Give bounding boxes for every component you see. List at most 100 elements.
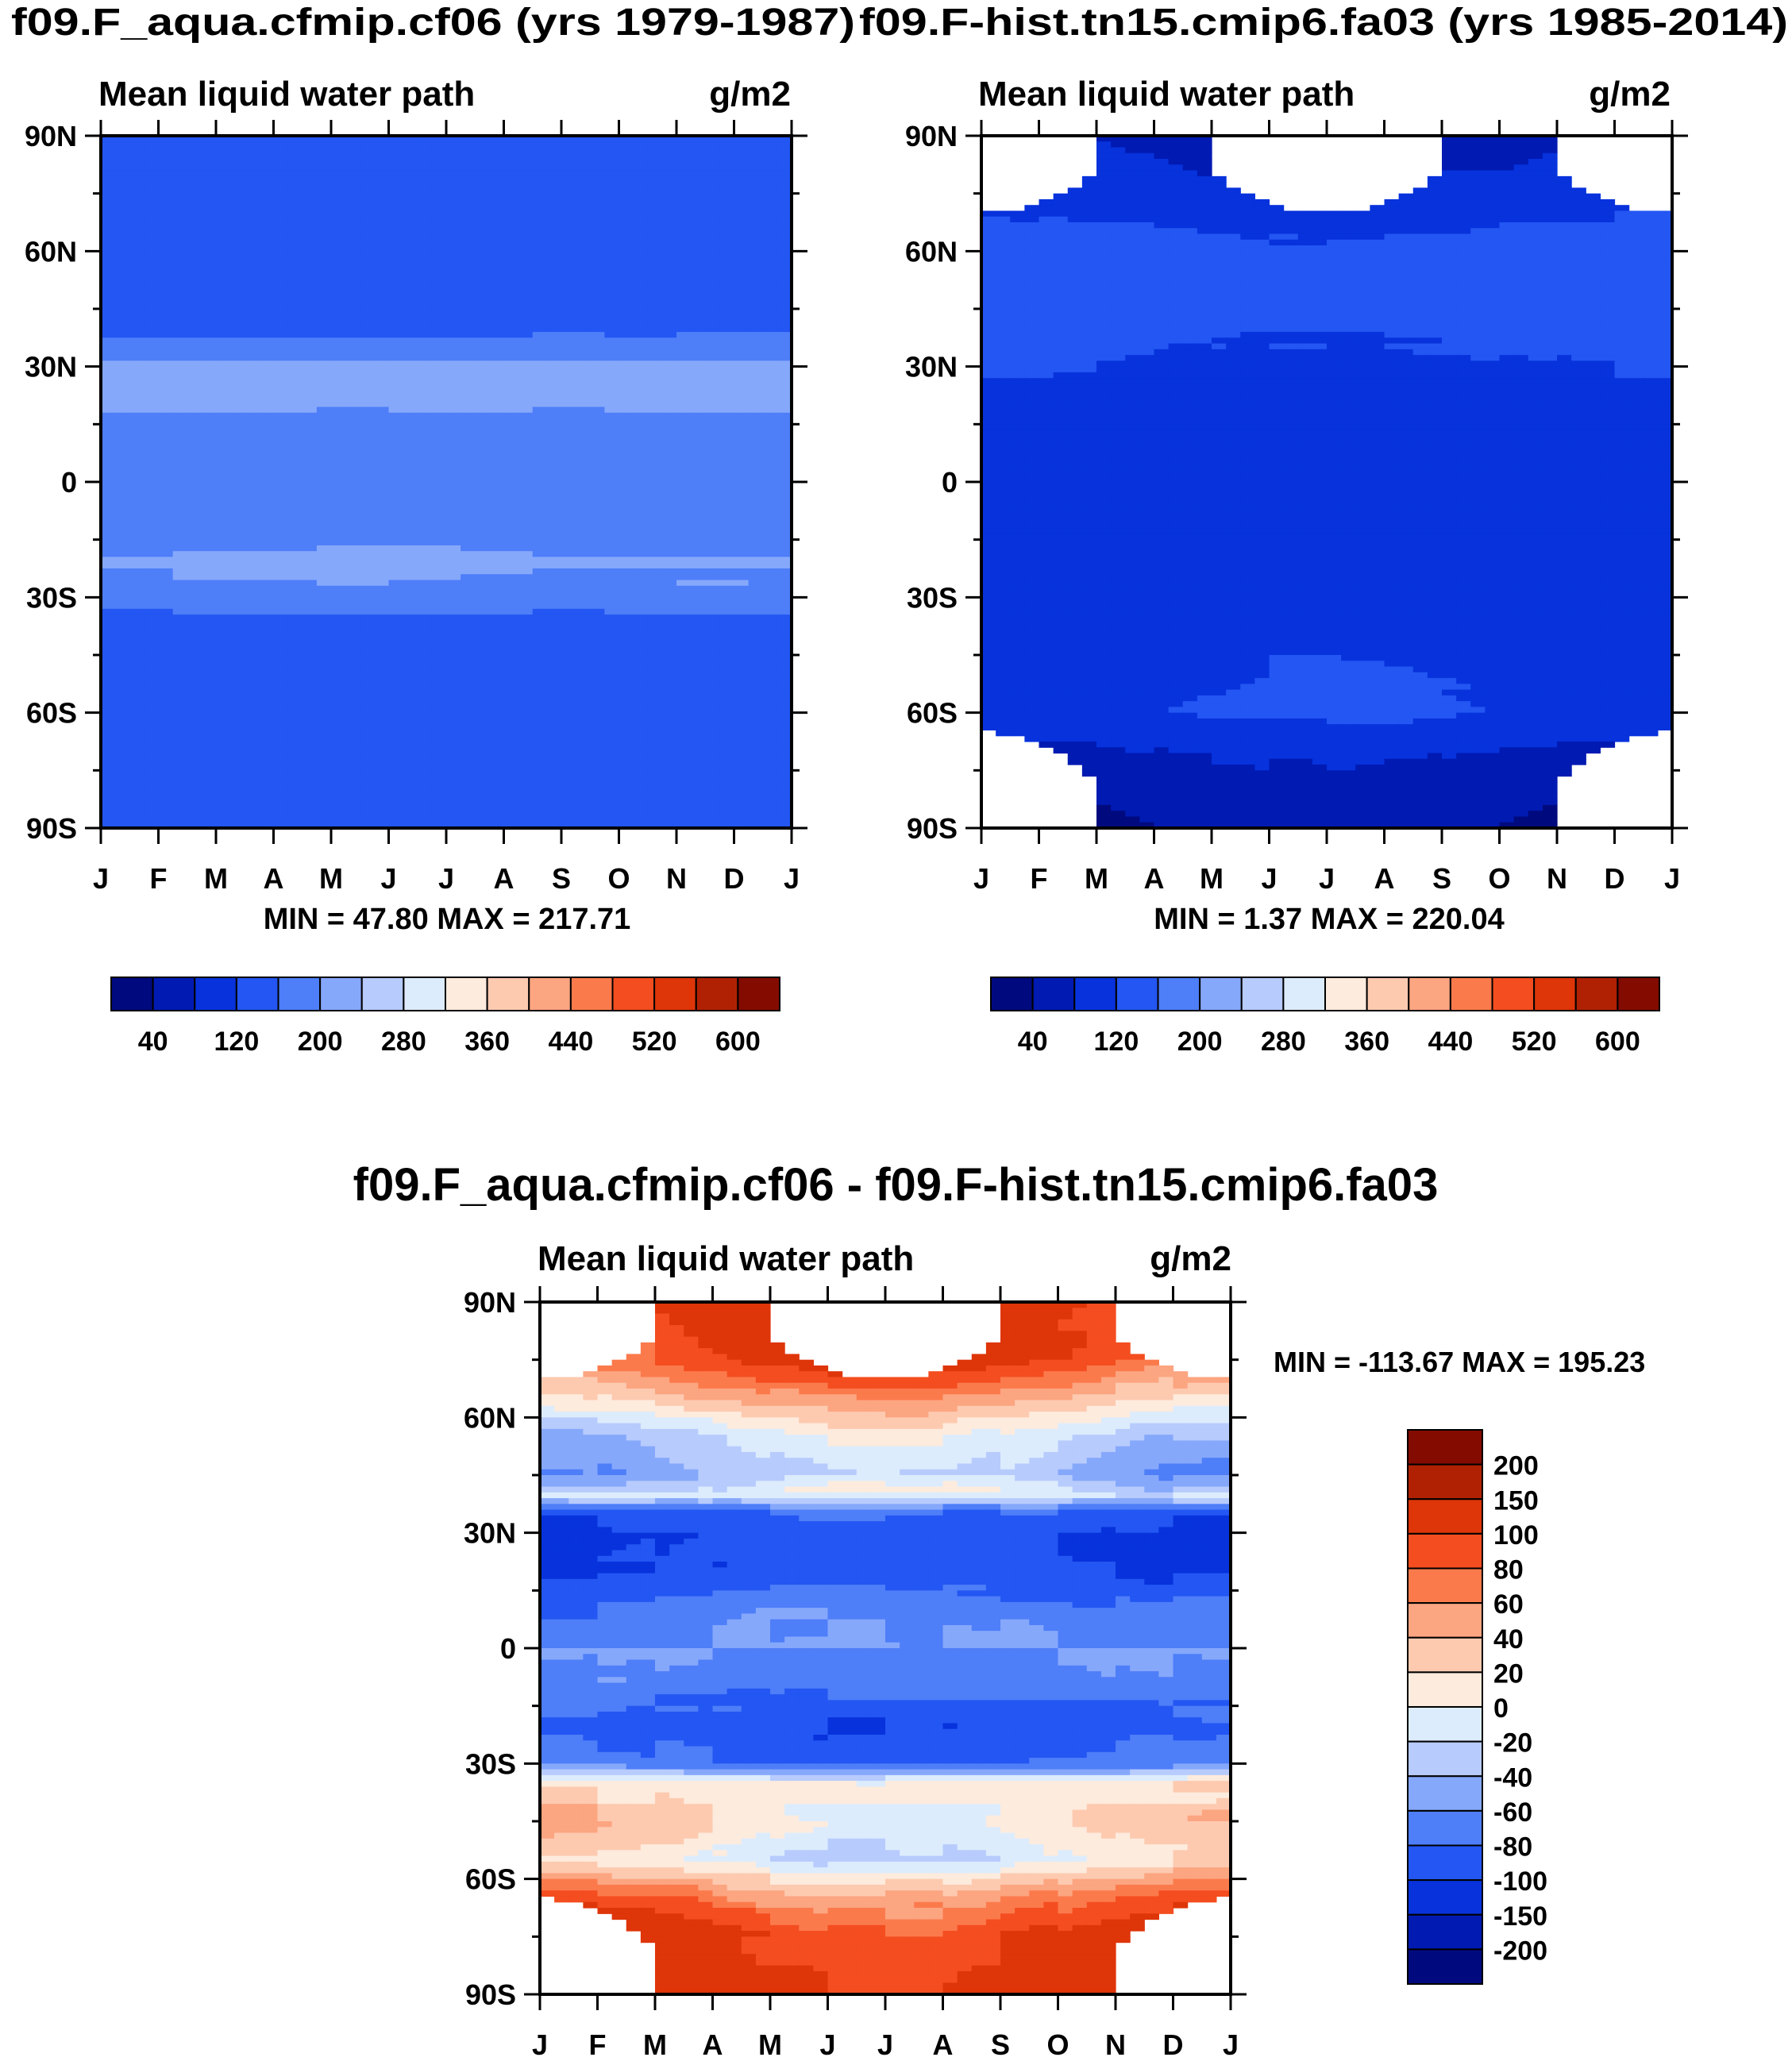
field-cell — [417, 608, 433, 615]
field-cell — [604, 718, 620, 725]
field-cell — [201, 383, 217, 391]
field-cell — [691, 389, 706, 396]
field-cell — [345, 141, 360, 148]
panel-1-title: f09.F_aqua.cfmip.cf06 (yrs 1979-1987) — [11, 2, 855, 44]
field-cell — [705, 487, 720, 495]
field-cell — [503, 193, 519, 200]
field-cell — [691, 649, 706, 656]
field-cell — [532, 285, 548, 292]
field-cell — [245, 343, 260, 350]
field-cell — [561, 233, 576, 241]
field-cell — [101, 187, 116, 195]
field-cell — [172, 320, 188, 327]
field-cell — [187, 355, 202, 361]
field-cell — [216, 678, 231, 684]
field-cell — [576, 406, 591, 414]
field-cell — [129, 608, 145, 615]
field-cell — [748, 655, 764, 661]
field-cell — [748, 136, 764, 142]
field-cell — [489, 279, 505, 287]
field-cell — [734, 262, 750, 269]
field-cell — [273, 707, 289, 714]
field-cell — [576, 187, 591, 195]
field-cell — [705, 245, 720, 252]
field-cell — [360, 175, 375, 183]
field-cell — [374, 147, 390, 154]
field-cell — [101, 487, 116, 495]
field-cell — [748, 326, 764, 333]
field-cell — [446, 256, 461, 264]
field-cell — [705, 256, 720, 264]
field-cell — [316, 193, 332, 200]
field-cell — [230, 193, 245, 200]
field-cell — [719, 205, 735, 212]
field-cell — [604, 626, 620, 633]
field-cell — [230, 568, 245, 575]
field-cell — [417, 545, 433, 552]
field-cell — [661, 239, 677, 246]
field-cell — [273, 251, 289, 258]
field-cell — [331, 545, 346, 552]
field-cell — [546, 666, 562, 673]
field-cell — [345, 678, 360, 684]
field-cell — [216, 643, 231, 650]
field-cell — [762, 585, 778, 592]
field-cell — [259, 620, 275, 627]
field-cell — [489, 332, 505, 338]
field-cell — [101, 314, 116, 322]
field-cell — [129, 574, 145, 581]
field-cell — [705, 291, 720, 299]
field-cell — [633, 453, 649, 460]
field-cell — [461, 470, 476, 477]
field-cell — [287, 222, 303, 229]
field-cell — [287, 141, 303, 148]
field-cell — [273, 343, 289, 350]
field-cell — [647, 695, 663, 702]
field-cell — [302, 136, 318, 142]
field-cell — [748, 274, 764, 281]
field-cell — [172, 493, 188, 500]
field-cell — [331, 337, 346, 345]
field-cell — [446, 332, 461, 338]
field-cell — [101, 574, 116, 581]
field-cell — [576, 643, 591, 650]
field-cell — [187, 638, 202, 645]
field-cell — [475, 666, 490, 673]
field-cell — [374, 730, 390, 737]
field-cell — [230, 608, 245, 615]
field-cell — [518, 205, 534, 212]
field-cell — [172, 430, 188, 437]
field-cell — [302, 285, 318, 292]
field-cell — [719, 447, 735, 454]
field-cell — [676, 170, 692, 177]
field-cell — [676, 568, 692, 575]
field-cell — [503, 643, 519, 650]
field-cell — [273, 505, 289, 511]
field-cell — [546, 614, 562, 621]
field-cell — [647, 274, 663, 281]
field-cell — [647, 326, 663, 333]
field-cell — [590, 643, 605, 650]
field-cell — [302, 557, 318, 564]
field-cell — [475, 136, 490, 142]
field-cell — [273, 516, 289, 523]
field-cell — [158, 453, 174, 460]
field-cell — [245, 366, 260, 373]
field-cell — [201, 412, 217, 419]
field-cell — [705, 539, 720, 546]
field-cell — [259, 510, 275, 518]
field-cell — [101, 458, 116, 465]
field-cell — [518, 608, 534, 615]
field-cell — [619, 510, 634, 518]
field-cell — [475, 522, 490, 529]
field-cell — [661, 516, 677, 523]
field-cell — [604, 418, 620, 425]
field-cell — [518, 539, 534, 546]
field-cell — [691, 534, 706, 541]
field-cell — [590, 366, 605, 373]
field-cell — [475, 435, 490, 442]
field-cell — [316, 603, 332, 610]
field-cell — [101, 406, 116, 414]
field-cell — [475, 383, 490, 391]
field-cell — [461, 574, 476, 581]
